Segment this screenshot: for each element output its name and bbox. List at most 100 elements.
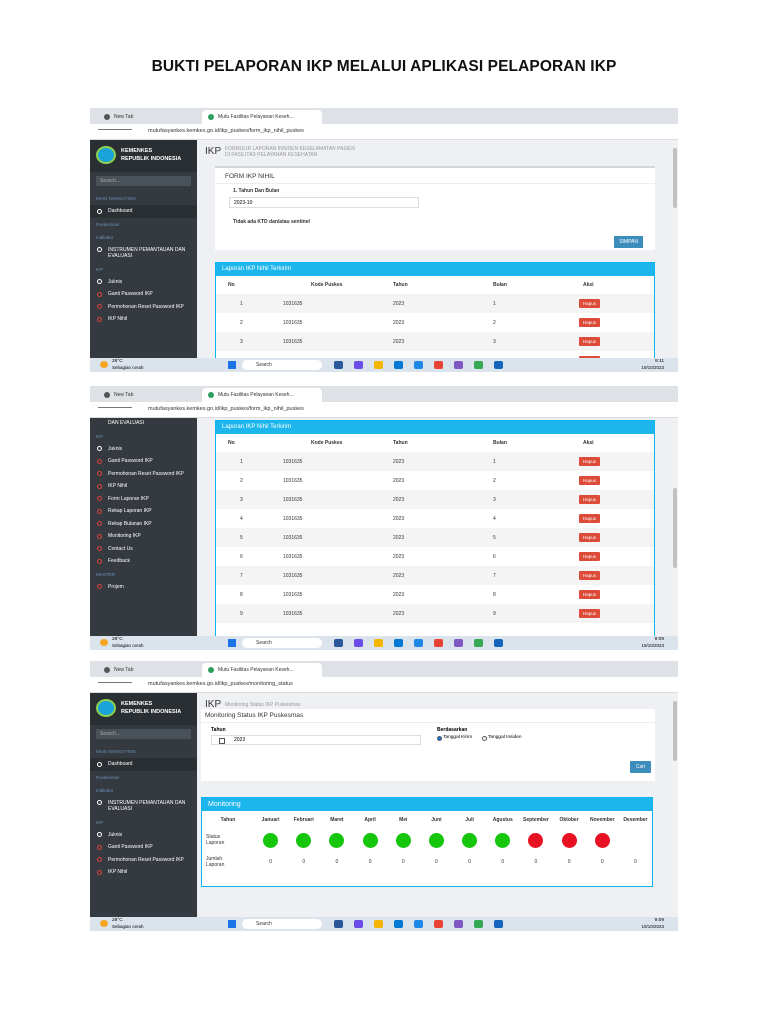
delete-button[interactable]: Hapus <box>579 337 601 346</box>
status-cell <box>553 832 586 848</box>
tab-icon <box>208 667 214 673</box>
app-icon <box>374 639 383 647</box>
table-cell: 2023 <box>381 320 481 326</box>
panel-title: Laporan IKP Nihil Terkirim <box>216 263 654 276</box>
radio-option[interactable]: Tanggal Insiden <box>482 735 522 741</box>
sidebar-item[interactable]: Rekap Bulanan IKP <box>90 518 197 531</box>
cell-text: 9 <box>493 610 496 617</box>
cell-text: 2023 <box>393 458 405 465</box>
sidebar-item[interactable]: Contact Us <box>90 543 197 556</box>
sidebar-item[interactable]: IKP Nihil <box>90 313 197 326</box>
delete-button[interactable]: Hapus <box>579 318 601 327</box>
delete-button[interactable]: Hapus <box>579 533 601 542</box>
search-text[interactable]: Search <box>256 921 272 927</box>
sidebar-item[interactable]: Permohonan Reset Password IKP <box>90 854 197 867</box>
search-text[interactable]: Search <box>256 640 272 646</box>
scroll-thumb <box>673 488 677 568</box>
weather-temp: 28°C <box>112 359 123 364</box>
sidebar-item[interactable]: INSTRUMEN PEMANTAUAN DAN EVALUASI <box>90 244 197 263</box>
table-cell: Hapus <box>571 299 654 308</box>
url-text[interactable]: mutufasyankes.kemkes.go.id/ikp_puskes/fo… <box>148 128 304 134</box>
table-cell: 4 <box>481 516 571 522</box>
table-cell: 1 <box>481 301 571 307</box>
sidebar-item[interactable]: Ganti Password IKP <box>90 288 197 301</box>
table-cell: 1031635 <box>271 516 381 522</box>
delete-button[interactable]: Hapus <box>579 495 601 504</box>
column-header: Desember <box>623 817 648 823</box>
radio-option[interactable]: Tanggal Kirim <box>437 735 472 741</box>
sidebar-item[interactable]: Juknis <box>90 443 197 456</box>
browser-tab[interactable]: New Tab <box>98 388 194 402</box>
status-cell <box>453 832 486 848</box>
sidebar-icon <box>97 458 102 464</box>
sidebar-item[interactable]: Feedback <box>90 555 197 568</box>
table-row: 8 1031635 2023 8 Hapus <box>216 585 654 604</box>
sidebar-item[interactable]: Juknis <box>90 276 197 289</box>
save-button[interactable]: SIMPAN <box>614 236 643 248</box>
sidebar-item[interactable]: INSTRUMEN PEMANTAUAN DAN EVALUASI <box>90 797 197 816</box>
address-bar: mutufasyankes.kemkes.go.id/ikp_puskes/fo… <box>90 124 678 140</box>
app-icon <box>414 639 423 647</box>
cell-text: 1031635 <box>283 553 303 560</box>
delete-button[interactable]: Hapus <box>579 299 601 308</box>
search-button[interactable]: Cari <box>629 761 651 773</box>
url-text[interactable]: mutufasyankes.kemkes.go.id/ikp_puskes/mo… <box>148 681 293 687</box>
browser-tab[interactable]: Mutu Fasilitas Pelayanan Keseh... <box>202 110 322 124</box>
sidebar-item[interactable]: Projem <box>90 581 197 594</box>
browser-tab[interactable]: Mutu Fasilitas Pelayanan Keseh... <box>202 388 322 402</box>
count-cell: 0 <box>335 859 339 865</box>
browser-tab[interactable]: Mutu Fasilitas Pelayanan Keseh... <box>202 663 322 677</box>
url-text[interactable]: mutufasyankes.kemkes.go.id/ikp_puskes/fo… <box>148 406 304 412</box>
sidebar-search[interactable]: Search... <box>96 176 191 186</box>
app-icon <box>434 639 443 647</box>
scrollbar <box>672 140 678 358</box>
app-icon <box>494 361 503 369</box>
year-input: 2023 <box>211 735 421 745</box>
sidebar-item[interactable]: Rekap Laporan IKP <box>90 505 197 518</box>
form-input[interactable]: 2023-10 <box>229 197 419 208</box>
delete-button[interactable]: Hapus <box>579 514 601 523</box>
sidebar-item[interactable]: Ganti Password IKP <box>90 455 197 468</box>
delete-button[interactable]: Hapus <box>579 457 601 466</box>
brand-text: REPUBLIK INDONESIA <box>121 156 182 162</box>
delete-button[interactable]: Hapus <box>579 590 601 599</box>
cell-text: 1031635 <box>283 591 303 598</box>
cell-text: 2023 <box>393 496 405 503</box>
sidebar-item[interactable]: Permohonan Reset Password IKP <box>90 468 197 481</box>
sidebar-item[interactable]: Dashboard <box>90 205 197 218</box>
sidebar-item[interactable]: Dashboard <box>90 758 197 771</box>
brand-logo <box>96 146 116 164</box>
browser-tab[interactable]: New Tab <box>98 110 194 124</box>
page-header: IKP <box>205 146 222 157</box>
sidebar-item[interactable]: Juknis <box>90 829 197 842</box>
sidebar-icon <box>97 316 102 322</box>
sidebar-item[interactable]: Form Laporan IKP <box>90 493 197 506</box>
status-dot <box>528 832 544 848</box>
cell-text: 6 <box>493 553 496 560</box>
sidebar-item[interactable]: Monitoring IKP <box>90 530 197 543</box>
column-header: Tahun <box>393 440 408 446</box>
table-cell: 1031635 <box>271 339 381 345</box>
sidebar-search[interactable]: Search... <box>96 729 191 739</box>
sidebar-item[interactable]: IKP Nihil <box>90 866 197 879</box>
sidebar-item[interactable]: Ganti Password IKP <box>90 841 197 854</box>
sidebar-item[interactable]: IKP Nihil <box>90 480 197 493</box>
sidebar-item[interactable]: Permohonan Reset Password IKP <box>90 301 197 314</box>
browser-tab[interactable]: New Tab <box>98 663 194 677</box>
year-value[interactable]: 2023 <box>234 737 246 743</box>
form-check[interactable]: Tidak ada KTD dan/atau sentinel <box>233 219 310 225</box>
delete-button[interactable]: Hapus <box>579 609 601 618</box>
sidebar-icon <box>97 446 102 451</box>
delete-button[interactable]: Hapus <box>579 476 601 485</box>
clock-date: 19/10/2023 <box>641 924 664 929</box>
delete-button[interactable]: Hapus <box>579 356 601 358</box>
app-icon <box>374 920 383 928</box>
tab-icon <box>208 392 214 398</box>
tab-bar: New Tab Mutu Fasilitas Pelayanan Keseh... <box>90 108 678 124</box>
delete-button[interactable]: Hapus <box>579 552 601 561</box>
delete-button[interactable]: Hapus <box>579 571 601 580</box>
app-icon <box>334 361 343 369</box>
form-title: FORM IKP NIHIL <box>225 173 275 180</box>
search-text[interactable]: Search <box>256 362 272 368</box>
cell-text: 4 <box>240 515 243 522</box>
